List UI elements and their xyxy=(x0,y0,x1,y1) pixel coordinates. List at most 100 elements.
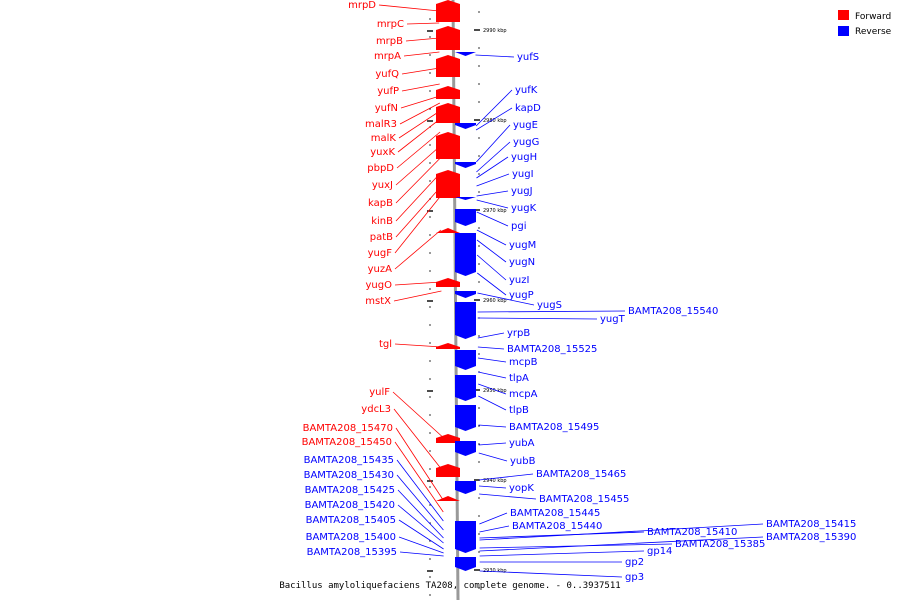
gene-connector xyxy=(395,157,441,204)
tick-label: 2980 kbp xyxy=(483,118,507,124)
gene-connector xyxy=(478,424,507,428)
gene-label: mcpA xyxy=(509,389,538,400)
gene-connector xyxy=(476,254,507,281)
gene-label: BAMTA208_15465 xyxy=(536,469,626,480)
gene-label: gp2 xyxy=(625,557,644,568)
gene-connector xyxy=(478,383,507,395)
gene-connector xyxy=(398,519,444,550)
gene-label: yugP xyxy=(509,290,534,301)
forward-gene-feature xyxy=(436,496,460,501)
gene-label: BAMTA208_15540 xyxy=(628,306,718,317)
gene-connector xyxy=(393,408,444,472)
gene-connector xyxy=(479,525,510,533)
gene-connector xyxy=(394,195,441,254)
gene-connector xyxy=(399,551,444,557)
gene-connector xyxy=(479,570,623,578)
gene-label: mrpC xyxy=(377,19,404,30)
gene-connector xyxy=(399,102,441,125)
gene-label: BAMTA208_15385 xyxy=(675,539,765,550)
gene-label: yugF xyxy=(368,248,393,259)
gene-connector xyxy=(394,441,444,513)
gene-connector xyxy=(476,173,510,187)
gene-label: malR3 xyxy=(365,119,397,130)
gene-connector xyxy=(475,89,513,127)
gene-connector xyxy=(476,229,507,246)
forward-gene-feature xyxy=(436,0,460,22)
gene-label: patB xyxy=(370,232,393,243)
gene-connector xyxy=(398,536,444,554)
gene-label: BAMTA208_15420 xyxy=(305,500,395,511)
gene-connector xyxy=(478,473,534,481)
forward-gene-feature xyxy=(436,170,460,198)
gene-label: BAMTA208_15400 xyxy=(306,532,396,543)
gene-label: yugN xyxy=(509,257,535,268)
gene-label: yugS xyxy=(537,300,562,311)
gene-connector xyxy=(395,172,441,222)
gene-connector xyxy=(477,332,505,339)
gene-label: mcpB xyxy=(509,357,538,368)
reverse-gene-feature xyxy=(455,123,476,129)
gene-connector xyxy=(478,371,507,379)
gene-connector xyxy=(478,452,508,462)
gene-connector xyxy=(401,67,440,75)
gene-label: BAMTA208_15525 xyxy=(507,344,597,355)
gene-label: mstX xyxy=(365,296,391,307)
gene-label: ydcL3 xyxy=(361,404,391,415)
gene-label: mrpB xyxy=(376,36,403,47)
gene-connector xyxy=(479,493,537,500)
gene-connector xyxy=(400,95,440,109)
legend-forward-label: Forward xyxy=(855,12,891,22)
gene-label: yopK xyxy=(509,483,534,494)
gene-label: kapB xyxy=(368,198,393,209)
gene-label: mrpA xyxy=(374,51,401,62)
tick-label: 2930 kbp xyxy=(483,568,507,574)
reverse-gene-labels: yufS yufK kapD yugE yugG yugH yugI yugJ yugK pgi y… xyxy=(507,52,856,583)
gene-label: malK xyxy=(371,133,397,144)
reverse-gene-feature xyxy=(455,291,476,298)
reverse-features xyxy=(455,52,476,571)
gene-connector xyxy=(395,427,444,501)
gene-connector xyxy=(477,272,507,296)
gene-label: BAMTA208_15415 xyxy=(766,519,856,530)
gene-label: yugM xyxy=(509,240,536,251)
gene-label: yrpB xyxy=(507,328,530,339)
gene-label: BAMTA208_15455 xyxy=(539,494,629,505)
gene-label: yulF xyxy=(369,387,390,398)
gene-connector xyxy=(394,229,442,270)
gene-connector xyxy=(406,22,440,25)
reverse-gene-feature xyxy=(455,52,476,56)
gene-label: yuzA xyxy=(368,264,393,275)
gene-label: gp3 xyxy=(625,572,644,583)
reverse-gene-feature xyxy=(455,441,476,456)
forward-gene-feature xyxy=(436,343,460,349)
gene-label: BAMTA208_15450 xyxy=(302,437,392,448)
gene-label: BAMTA208_15470 xyxy=(303,423,393,434)
legend-reverse-swatch xyxy=(838,26,849,36)
gene-connector xyxy=(378,4,440,12)
gene-connector xyxy=(475,107,513,131)
gene-connector xyxy=(476,124,511,163)
gene-label: gp14 xyxy=(647,546,672,557)
gene-connector xyxy=(395,145,441,186)
gene-connector xyxy=(479,536,764,552)
forward-gene-feature xyxy=(436,103,460,123)
gene-label: BAMTA208_15445 xyxy=(510,508,600,519)
legend: Forward Reverse xyxy=(838,10,892,37)
tick-label: 2970 kbp xyxy=(483,208,507,214)
gene-label: BAMTA208_15495 xyxy=(509,422,599,433)
gene-connector xyxy=(476,156,509,179)
gene-label: yugH xyxy=(511,152,537,163)
gene-connector xyxy=(479,485,507,489)
gene-label: yugJ xyxy=(511,186,533,197)
gene-label: pbpD xyxy=(367,163,394,174)
gene-label: tgl xyxy=(379,339,392,350)
gene-label: yuzI xyxy=(509,275,529,286)
gene-connector xyxy=(397,504,444,544)
forward-gene-feature xyxy=(436,464,460,477)
reverse-connectors xyxy=(475,54,764,578)
gene-label: yugK xyxy=(511,203,537,214)
tick-label: 2940 kbp xyxy=(483,478,507,484)
gene-connector xyxy=(393,290,442,302)
gene-connector xyxy=(478,442,507,446)
